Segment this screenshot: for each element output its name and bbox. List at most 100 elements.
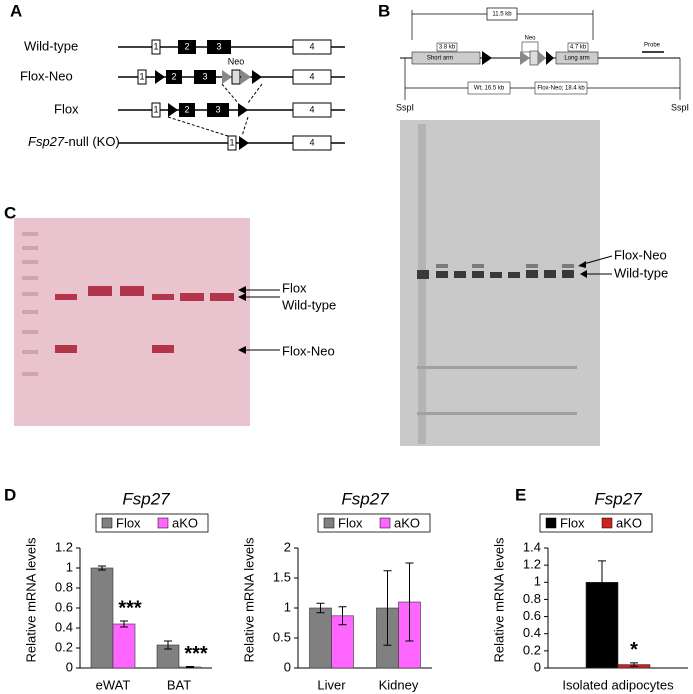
gene-maps: Wild-type 1 2 3 4 Flox-Neo 1 2 3 Neo 4 F…: [20, 38, 345, 151]
y-tick-label: 2: [284, 539, 291, 554]
error-bar: [316, 602, 325, 614]
site-label: SspI: [671, 102, 689, 112]
exon-label: 3: [215, 104, 220, 114]
panel-label: C: [4, 203, 16, 222]
error-bar: [383, 570, 392, 646]
neo-label: Neo: [524, 36, 536, 42]
y-axis-label: Relative mRNA levels: [241, 537, 256, 662]
band-label: Flox: [282, 280, 307, 295]
error-bar: [98, 565, 106, 571]
error-bar: [598, 560, 606, 605]
exon-label: 2: [184, 104, 189, 114]
error-bar: [405, 562, 414, 642]
legend-label: Flox: [338, 515, 363, 530]
x-tick-label: Isolated adipocytes: [562, 677, 674, 692]
legend-swatch: [545, 517, 557, 529]
error-bar: [164, 640, 172, 650]
x-tick-label: Liver: [317, 677, 346, 692]
error-bar: [186, 666, 194, 668]
size-label: 4.7 kb: [570, 45, 587, 51]
site-label: SspI: [396, 102, 414, 112]
band-label: Wild-type: [614, 265, 668, 280]
exon-label: 1: [153, 41, 158, 51]
y-tick-label: 1: [534, 574, 541, 589]
error-bar: [630, 662, 638, 667]
y-tick-label: 1.5: [273, 569, 291, 584]
bar: [90, 567, 114, 669]
exon-label: 4: [309, 71, 314, 81]
fragment-label: Wt; 16.5 kb: [474, 86, 505, 92]
y-tick-label: 1.2: [523, 557, 541, 572]
exon-label: 2: [184, 41, 189, 51]
legend-box: [95, 513, 209, 533]
row-label: Flox-Neo: [20, 68, 73, 83]
pcr-gel: Flox Wild-type Flox-Neo: [14, 218, 336, 426]
panel-label: A: [10, 1, 22, 20]
exon-label: 4: [309, 41, 314, 51]
y-tick-label: 0.6: [55, 599, 73, 614]
arm-label: Short arm: [427, 56, 453, 62]
y-tick-label: 0.8: [523, 591, 541, 606]
panel-label: B: [378, 1, 390, 20]
legend-box: [539, 513, 653, 533]
bar: [309, 607, 332, 669]
fragment-label: Flox-Neo; 18.4 kb: [537, 86, 585, 92]
error-bar: [120, 620, 128, 628]
significance-label: ***: [184, 643, 208, 665]
y-tick-label: 0.5: [273, 629, 291, 644]
chart-title: Fsp27: [122, 489, 170, 508]
y-tick-label: 0.8: [55, 579, 73, 594]
exon-label: 4: [309, 104, 314, 114]
row-label: Fsp27-null (KO): [28, 134, 120, 149]
legend-box: [317, 513, 431, 533]
y-axis-label: Relative mRNA levels: [23, 537, 38, 662]
probe-label: Probe: [644, 43, 661, 49]
significance-label: ***: [118, 597, 142, 619]
size-label: 3.8 kb: [439, 45, 456, 51]
bar: [112, 623, 136, 669]
exon-label: 3: [216, 41, 221, 51]
y-axis-label: Relative mRNA levels: [491, 537, 506, 662]
y-tick-label: 0: [66, 659, 73, 674]
legend-label: aKO: [394, 515, 420, 530]
row-label: Flox: [54, 101, 79, 116]
row-label-rest: -null (KO): [64, 134, 120, 149]
y-tick-label: 1: [66, 559, 73, 574]
y-tick-label: 0.4: [55, 619, 73, 634]
y-tick-label: 0: [534, 659, 541, 674]
exon-label: 1: [153, 104, 158, 114]
panel-label: E: [515, 485, 526, 504]
y-tick-label: 0.6: [523, 608, 541, 623]
band-label: Wild-type: [282, 297, 336, 312]
x-tick-label: BAT: [167, 677, 191, 692]
legend-label: Flox: [560, 515, 585, 530]
southern-blot: Flox-Neo Wild-type: [400, 120, 668, 446]
chart-title: Fsp27: [594, 489, 642, 508]
y-tick-label: 0: [284, 659, 291, 674]
exon-label: 3: [202, 71, 207, 81]
y-tick-label: 1.2: [55, 539, 73, 554]
targeting-construct: 11.5 kb 3.8 kb Short arm Neo 4.7 kb Long…: [396, 7, 689, 112]
y-tick-label: 0.2: [523, 642, 541, 657]
legend-swatch: [157, 517, 169, 529]
legend-swatch: [601, 517, 613, 529]
span-label: 11.5 kb: [492, 12, 512, 18]
y-tick-label: 1.4: [523, 539, 541, 554]
neo-label: Neo: [228, 56, 245, 66]
chart-title: Fsp27: [341, 489, 389, 508]
y-tick-label: 0.2: [55, 639, 73, 654]
legend-label: aKO: [616, 515, 642, 530]
legend-swatch: [323, 517, 335, 529]
arm-label: Long arm: [564, 56, 589, 62]
legend-label: Flox: [116, 515, 141, 530]
y-tick-label: 1: [284, 599, 291, 614]
exon-label: 4: [309, 137, 314, 147]
row-label: Wild-type: [24, 38, 78, 53]
y-tick-label: 0.4: [523, 625, 541, 640]
x-tick-label: Kidney: [379, 677, 419, 692]
exon-label: 2: [171, 71, 176, 81]
legend-swatch: [379, 517, 391, 529]
panel-label: D: [4, 485, 16, 504]
exon-label: 1: [229, 137, 234, 147]
